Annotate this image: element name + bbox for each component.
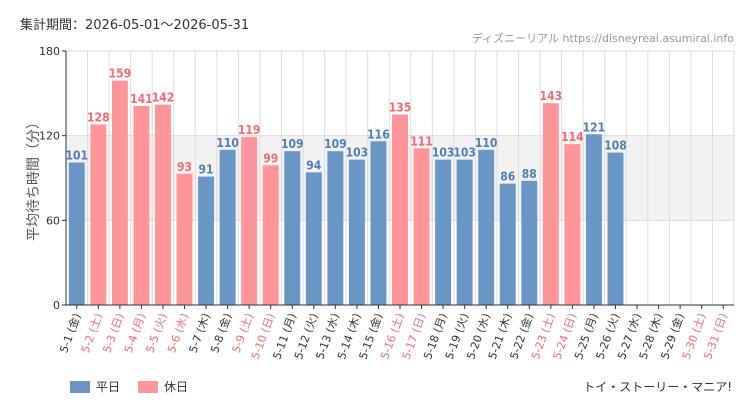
legend-item-holiday[interactable]: 休日 xyxy=(138,378,188,395)
bar xyxy=(111,80,128,305)
bar-value-label: 141 xyxy=(130,92,153,106)
bar-value-label: 142 xyxy=(152,91,175,105)
bar xyxy=(456,159,473,305)
period-label: 集計期間：2026-05-01～2026-05-31 xyxy=(20,18,250,33)
source-label: ディズニーリアル https://disneyreal.asumirai.inf… xyxy=(471,32,734,45)
y-axis-title: 平均待ち時間（分） xyxy=(26,115,42,241)
legend-label-holiday: 休日 xyxy=(164,380,189,394)
bar xyxy=(305,172,322,305)
y-tick-label: 120 xyxy=(39,130,60,143)
bar-value-label: 109 xyxy=(324,137,347,151)
bar xyxy=(348,159,365,305)
bar-value-label: 103 xyxy=(346,146,369,160)
bar-value-label: 103 xyxy=(453,146,476,160)
bar xyxy=(478,149,495,305)
attraction-name: トイ・ストーリー・マニア! xyxy=(583,380,732,394)
legend: 平日 休日 xyxy=(70,378,188,395)
bar xyxy=(542,103,559,305)
bar xyxy=(262,165,279,305)
bar-value-label: 109 xyxy=(281,137,304,151)
legend-swatch-weekday xyxy=(70,380,90,393)
bar xyxy=(370,141,387,305)
bar-value-label: 94 xyxy=(306,158,322,172)
bar xyxy=(154,104,171,305)
bar-value-label: 128 xyxy=(87,110,110,124)
bar-value-label: 108 xyxy=(604,139,627,153)
legend-label-weekday: 平日 xyxy=(96,380,121,394)
bar xyxy=(176,173,193,305)
y-tick-label: 180 xyxy=(39,45,60,58)
legend-swatch-holiday xyxy=(138,380,159,393)
bar xyxy=(133,106,150,306)
bar-value-label: 135 xyxy=(389,101,412,115)
y-tick-label: 0 xyxy=(53,299,60,312)
bar-value-label: 114 xyxy=(561,130,584,144)
bar-value-label: 110 xyxy=(475,136,498,150)
bar-value-label: 110 xyxy=(216,136,239,150)
y-tick-label: 60 xyxy=(46,214,60,227)
bar xyxy=(327,151,344,305)
bar xyxy=(241,137,258,305)
bar xyxy=(564,144,581,305)
bar xyxy=(392,114,408,305)
bar-value-label: 111 xyxy=(410,134,433,148)
legend-item-weekday[interactable]: 平日 xyxy=(70,378,120,395)
bar-value-label: 119 xyxy=(238,123,261,137)
bar xyxy=(68,162,85,305)
bar-value-label: 143 xyxy=(540,89,563,103)
bar-value-label: 159 xyxy=(109,67,132,81)
bar-value-label: 93 xyxy=(177,160,192,174)
bar-value-label: 99 xyxy=(263,151,278,165)
bar-value-label: 88 xyxy=(522,167,537,181)
bar xyxy=(284,151,301,305)
bar xyxy=(585,134,602,305)
bar-value-label: 121 xyxy=(583,120,606,134)
bar-value-label: 103 xyxy=(432,146,455,160)
bar xyxy=(521,180,538,305)
bar xyxy=(198,176,215,305)
bar-value-label: 91 xyxy=(199,163,214,177)
bar-value-label: 86 xyxy=(500,170,515,184)
bar xyxy=(413,148,430,305)
bar xyxy=(607,152,624,305)
bar xyxy=(90,124,107,305)
bar xyxy=(435,159,452,305)
bar xyxy=(499,183,516,305)
bar-value-label: 101 xyxy=(66,148,89,162)
bar xyxy=(219,149,236,305)
bar-value-label: 116 xyxy=(367,127,390,141)
